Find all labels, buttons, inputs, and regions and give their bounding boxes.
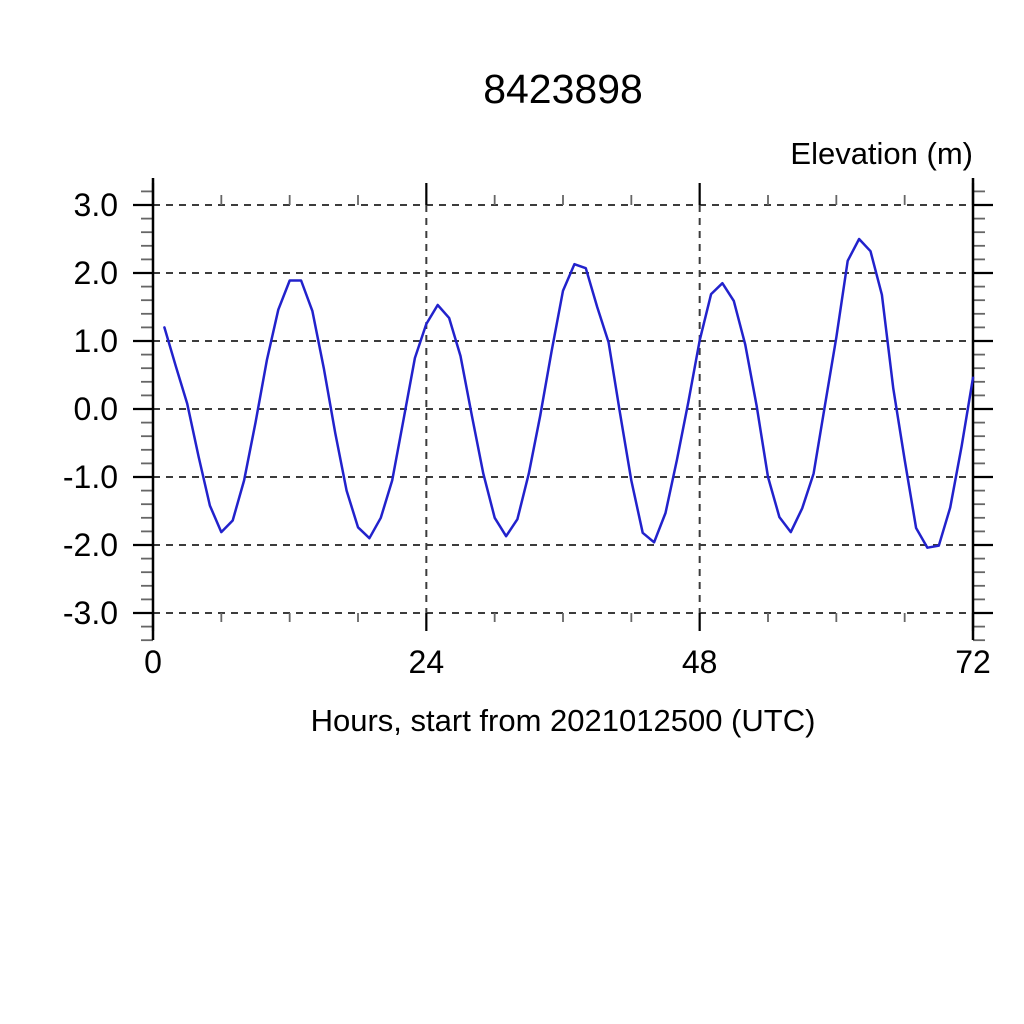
y-tick-label: 2.0 <box>74 255 118 291</box>
page-title: 8423898 <box>483 66 643 112</box>
y-tick-label: 1.0 <box>74 323 118 359</box>
y-tick-label: -2.0 <box>63 527 118 563</box>
tide-curve <box>163 237 975 549</box>
elevation-axis-label: Elevation (m) <box>790 136 973 171</box>
x-axis-label: Hours, start from 2021012500 (UTC) <box>310 703 816 738</box>
x-tick-label: 0 <box>144 644 162 680</box>
y-tick-label: -1.0 <box>63 459 118 495</box>
x-tick-label: 72 <box>955 644 991 680</box>
x-tick-label: 24 <box>409 644 445 680</box>
y-tick-label: 0.0 <box>74 391 118 427</box>
x-tick-label: 48 <box>682 644 718 680</box>
y-tick-label: 3.0 <box>74 187 118 223</box>
y-tick-label: -3.0 <box>63 595 118 631</box>
